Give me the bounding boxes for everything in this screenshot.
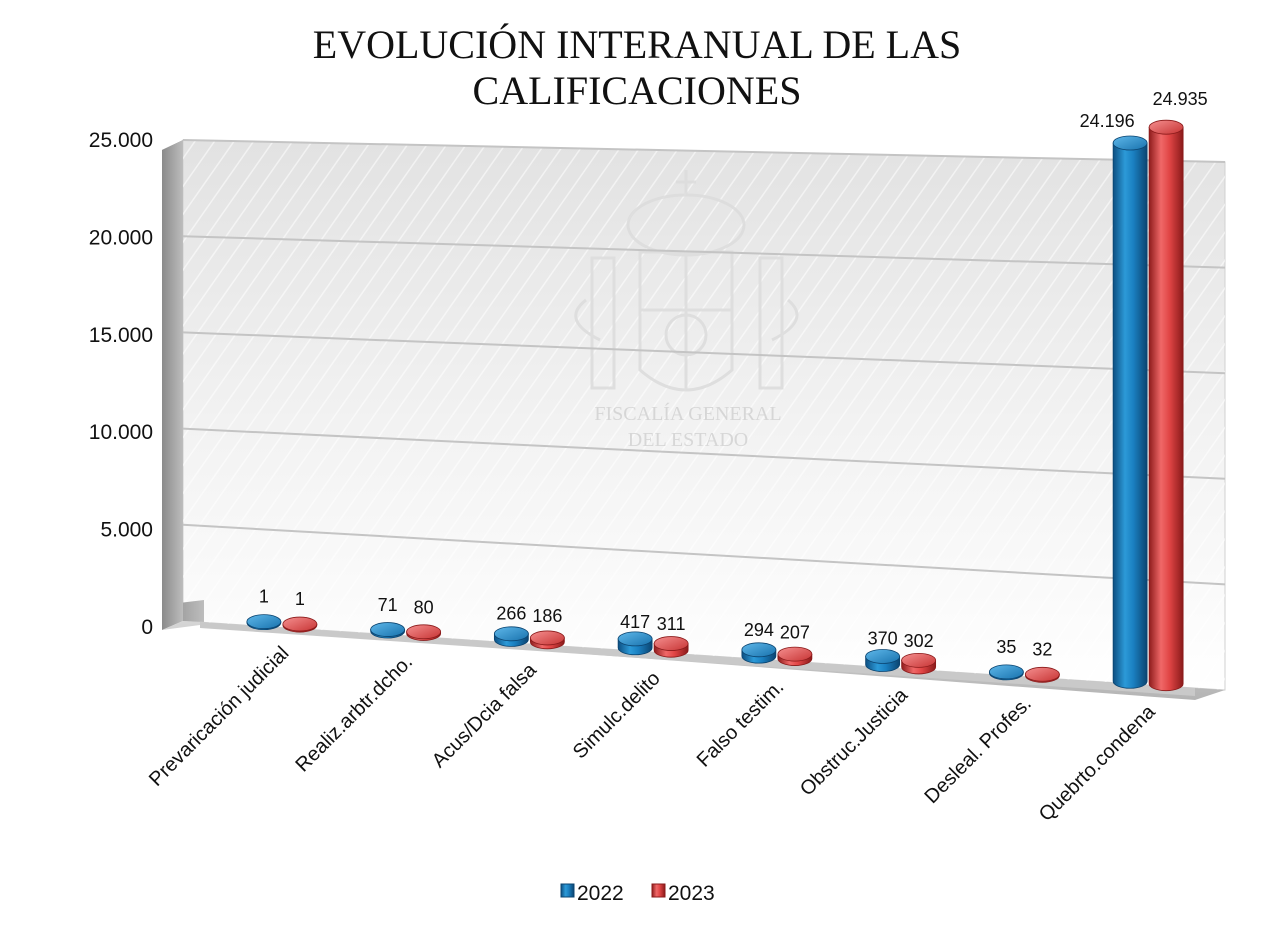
data-label-2022-6: 35 (996, 637, 1016, 657)
legend-item-2023[interactable]: 2023 (651, 882, 715, 905)
bar-2022-3[interactable] (617, 631, 653, 656)
plot-area (162, 139, 1226, 700)
gridline (182, 331, 1226, 375)
data-label-2023-0: 1 (295, 589, 305, 609)
data-label-2022-7: 24.196 (1080, 111, 1135, 131)
bar-top (406, 624, 442, 640)
bar-top (1148, 119, 1184, 135)
x-tick-label: Quebrto.condena (1035, 700, 1160, 825)
bar-top (988, 664, 1024, 680)
bar-top (1112, 135, 1148, 151)
bar-top (493, 626, 529, 642)
legend: 2022 2023 (560, 882, 715, 905)
bar-top (865, 649, 901, 664)
x-tick-label: Realiz.arbtr.dcho. (292, 651, 418, 777)
bar-top (246, 614, 282, 630)
bar-top (653, 636, 689, 651)
data-label-2022-0: 1 (259, 587, 269, 607)
chart-title-line-2: CALIFICACIONES (473, 68, 802, 113)
y-tick-label: 0 (141, 616, 153, 639)
x-tick-label: Prevaricación judicial (145, 642, 293, 790)
y-tick-label: 5.000 (100, 519, 153, 542)
bar-top (777, 646, 813, 662)
chart-title-line-1: EVOLUCIÓN INTERANUAL DE LAS (313, 22, 961, 67)
back-wall-hatch (183, 140, 1225, 690)
legend-swatch-2023 (651, 883, 666, 898)
bar-2022-2[interactable] (493, 626, 529, 647)
x-tick-label: Falso testim. (693, 676, 789, 772)
gridline (182, 523, 1226, 586)
gridline (182, 427, 1226, 480)
bar-2022-5[interactable] (865, 649, 901, 672)
gridline (182, 235, 1226, 269)
bar-top (617, 631, 653, 647)
bar-2023-5[interactable] (901, 652, 937, 675)
bar-2022-6[interactable] (988, 664, 1024, 681)
bar-2022-1[interactable] (370, 622, 406, 639)
data-label-2022-4: 294 (744, 620, 774, 640)
y-tick-label: 25.000 (89, 129, 153, 152)
bar-2023-4[interactable] (777, 646, 813, 666)
data-label-2023-4: 207 (780, 623, 810, 643)
bar-2023-1[interactable] (406, 624, 442, 641)
floor-front-edge (200, 622, 1195, 696)
bar-top (370, 622, 406, 637)
side-wall-face (162, 140, 183, 630)
watermark-line-2: DEL ESTADO (628, 429, 748, 451)
data-label-2022-1: 71 (378, 595, 398, 615)
bar-top (901, 652, 937, 668)
bar-top (529, 630, 565, 646)
bar-body (1112, 142, 1148, 689)
bar-top (741, 642, 777, 658)
bar-2022-4[interactable] (741, 642, 777, 664)
y-tick-label: 10.000 (89, 421, 153, 444)
data-label-2023-7: 24.935 (1153, 89, 1208, 109)
data-label-2022-3: 417 (620, 612, 650, 632)
legend-item-2022[interactable]: 2022 (560, 882, 624, 905)
bar-2023-6[interactable] (1024, 666, 1060, 683)
x-tick-label: Simulc.delito (569, 668, 665, 764)
data-label-2022-2: 266 (496, 603, 526, 623)
gridline (182, 139, 1226, 163)
data-label-2023-1: 80 (414, 597, 434, 617)
y-tick-label: 20.000 (89, 226, 153, 249)
bar-2023-3[interactable] (653, 636, 689, 658)
bar-body (1148, 126, 1184, 692)
legend-swatch-2022 (560, 883, 575, 898)
x-tick-label: Obstruc.Justicia (796, 684, 913, 801)
legend-label-2022: 2022 (577, 882, 624, 905)
legend-label-2023: 2023 (668, 882, 715, 905)
bar-2023-0[interactable] (282, 616, 318, 633)
watermark-line-1: FISCALÍA GENERAL (594, 402, 781, 425)
data-label-2023-3: 311 (657, 614, 686, 634)
data-label-2022-5: 370 (868, 629, 898, 649)
data-label-2023-2: 186 (532, 606, 562, 626)
bar-top (1024, 666, 1060, 682)
bar-2023-7[interactable] (1148, 119, 1184, 692)
data-label-2023-6: 32 (1032, 639, 1052, 659)
data-label-2023-5: 302 (904, 631, 934, 651)
x-tick-label: Acus/Dcia falsa (428, 659, 542, 773)
bar-2022-0[interactable] (246, 614, 282, 631)
watermark-seal: FISCALÍA GENERAL DEL ESTADO (574, 170, 799, 451)
bar-2022-7[interactable] (1112, 135, 1148, 689)
bar-top (282, 616, 318, 632)
x-tick-label: Desleal. Profes. (921, 693, 1036, 808)
y-tick-label: 15.000 (89, 324, 153, 347)
bar-2023-2[interactable] (529, 630, 565, 650)
